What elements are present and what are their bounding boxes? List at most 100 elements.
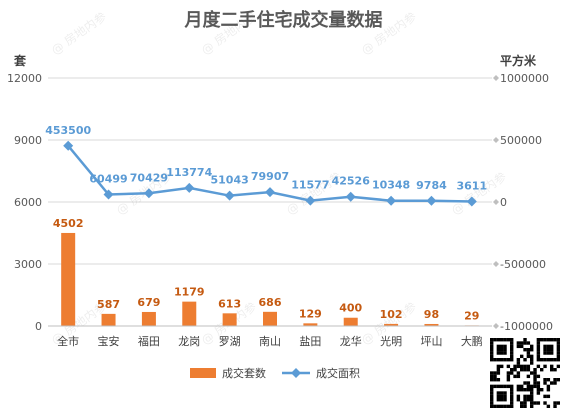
qr-module [500,338,504,342]
right-axis-unit: 平方米 [500,54,537,68]
qr-module [490,354,494,359]
qr-module [503,404,507,408]
bar [101,313,116,326]
qr-module [530,384,534,389]
y-left-tick-label: 12000 [7,72,42,85]
qr-module [510,341,514,345]
line-data-label: 3611 [457,180,488,193]
line-data-label: 9784 [416,179,447,192]
qr-module [526,341,531,345]
qr-module [553,358,557,362]
qr-module [536,354,541,359]
qr-module [523,398,527,402]
qr-module [523,341,527,345]
x-tick-label: 光明 [380,334,402,348]
qr-module [530,394,534,399]
qr-module [520,368,524,372]
qr-module [490,384,494,389]
legend-label-line: 成交面积 [316,366,360,380]
qr-module [556,358,560,362]
qr-module [523,404,527,408]
qr-module [536,401,541,405]
qr-module [506,358,511,362]
qr-module [510,384,514,389]
qr-module [533,371,537,375]
qr-module [553,401,557,405]
legend-swatch-line-marker [291,368,301,378]
qr-module [490,378,494,382]
qr-module [500,391,504,395]
qr-module [510,391,514,395]
qr-module [536,364,541,369]
bar [303,323,318,326]
qr-module [520,404,524,408]
watermark-text: @ 房地内参 [48,9,109,58]
qr-module [530,404,534,408]
x-tick-label: 龙华 [340,334,362,348]
qr-module [543,401,547,405]
qr-module [496,344,501,349]
qr-module [526,368,531,372]
qr-module [490,344,494,349]
qr-module [526,384,531,389]
qr-module [550,364,554,369]
qr-module [493,404,497,408]
qr-module [520,364,524,369]
qr-module [533,384,537,389]
qr-module [503,391,507,395]
qr-module [506,371,511,375]
qr-module [510,401,514,405]
qr-module [503,384,507,389]
qr-module [490,358,494,362]
qr-module [513,368,517,372]
line-data-label: 11577 [291,179,329,192]
qr-module [550,344,554,349]
qr-module [496,378,501,382]
line-point [103,189,114,200]
qr-module [526,381,531,385]
qr-module [553,404,557,408]
watermark-text: @ 房地内参 [198,9,259,58]
qr-module [496,384,501,389]
qr-module [530,398,534,402]
qr-module [536,358,541,362]
qr-module [510,351,514,355]
bar [61,232,76,326]
y-right-tick-label: -1000000 [500,320,553,333]
qr-module [553,381,557,385]
qr-module [493,358,497,362]
qr-module [536,338,541,342]
bar-data-label: 4502 [53,217,84,230]
qr-module [530,371,534,375]
qr-module [516,371,521,375]
y-left-tick-label: 0 [35,320,42,333]
qr-module [493,378,497,382]
qr-module [490,388,494,392]
qr-module [556,364,560,369]
qr-module [546,351,551,355]
qr-module [510,371,514,375]
qr-module [500,348,504,352]
bar-data-label: 686 [259,296,282,309]
qr-module [503,394,507,399]
qr-module [516,374,521,379]
qr-module [490,394,494,399]
qr-module [526,348,531,352]
qr-module [536,391,541,395]
bar-data-label: 129 [299,307,322,320]
qr-module [523,381,527,385]
bar-data-label: 587 [97,298,120,311]
qr-module [556,348,560,352]
qr-module [546,404,551,408]
qr-module [503,348,507,352]
qr-module [543,344,547,349]
qr-module [506,364,511,369]
y-right-tick-label: 1000000 [500,72,549,85]
line-point [345,191,356,202]
y-right-tick-marker [493,199,499,205]
line-point [224,190,235,201]
qr-module [490,404,494,408]
qr-module [546,388,551,392]
line-data-label: 10348 [372,179,410,192]
